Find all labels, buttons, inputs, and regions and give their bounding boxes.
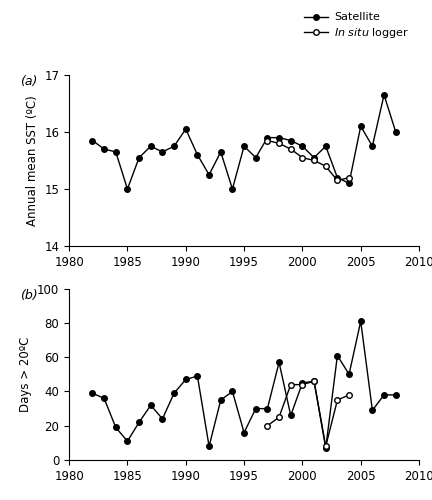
Y-axis label: Annual mean SST (ºC): Annual mean SST (ºC) (26, 95, 39, 226)
Text: (b): (b) (20, 288, 38, 302)
Text: (a): (a) (20, 75, 38, 88)
Y-axis label: Days > 20ºC: Days > 20ºC (19, 336, 32, 412)
Legend: Satellite, $\mathit{In\ situ}$ logger: Satellite, $\mathit{In\ situ}$ logger (299, 8, 413, 44)
